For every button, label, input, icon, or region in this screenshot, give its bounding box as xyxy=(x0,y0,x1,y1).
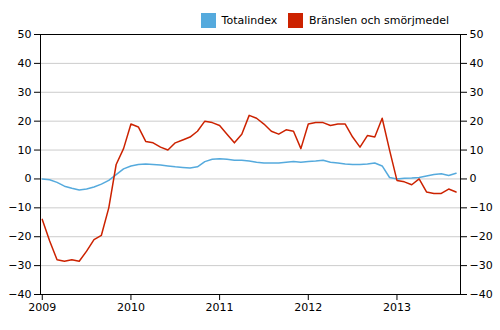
svg-text:2009: 2009 xyxy=(28,301,56,314)
svg-text:2012: 2012 xyxy=(294,301,322,314)
svg-text:2010: 2010 xyxy=(117,301,145,314)
svg-text:−20: −20 xyxy=(470,230,493,243)
svg-text:−10: −10 xyxy=(470,201,493,214)
html-text:Bränslen och smörjmedel: Bränslen och smörjmedel xyxy=(308,14,449,27)
html-text:Totalindex: Totalindex xyxy=(221,14,278,27)
svg-text:−20: −20 xyxy=(8,230,31,243)
svg-text:0: 0 xyxy=(25,172,32,185)
svg-text:10: 10 xyxy=(470,144,484,157)
svg-text:−30: −30 xyxy=(8,259,31,272)
svg-text:−40: −40 xyxy=(8,288,31,301)
svg-text:30: 30 xyxy=(470,86,484,99)
svg-text:2011: 2011 xyxy=(206,301,234,314)
svg-text:−40: −40 xyxy=(470,288,493,301)
svg-text:20: 20 xyxy=(18,115,32,128)
svg-text:0: 0 xyxy=(470,172,477,185)
svg-text:−30: −30 xyxy=(470,259,493,272)
svg-text:2013: 2013 xyxy=(383,301,411,314)
svg-text:10: 10 xyxy=(18,144,32,157)
svg-text:50: 50 xyxy=(470,28,484,41)
svg-text:30: 30 xyxy=(18,86,32,99)
svg-text:40: 40 xyxy=(18,57,32,70)
svg-text:40: 40 xyxy=(470,57,484,70)
svg-text:20: 20 xyxy=(470,115,484,128)
svg-text:−10: −10 xyxy=(8,201,31,214)
svg-text:50: 50 xyxy=(18,28,32,41)
